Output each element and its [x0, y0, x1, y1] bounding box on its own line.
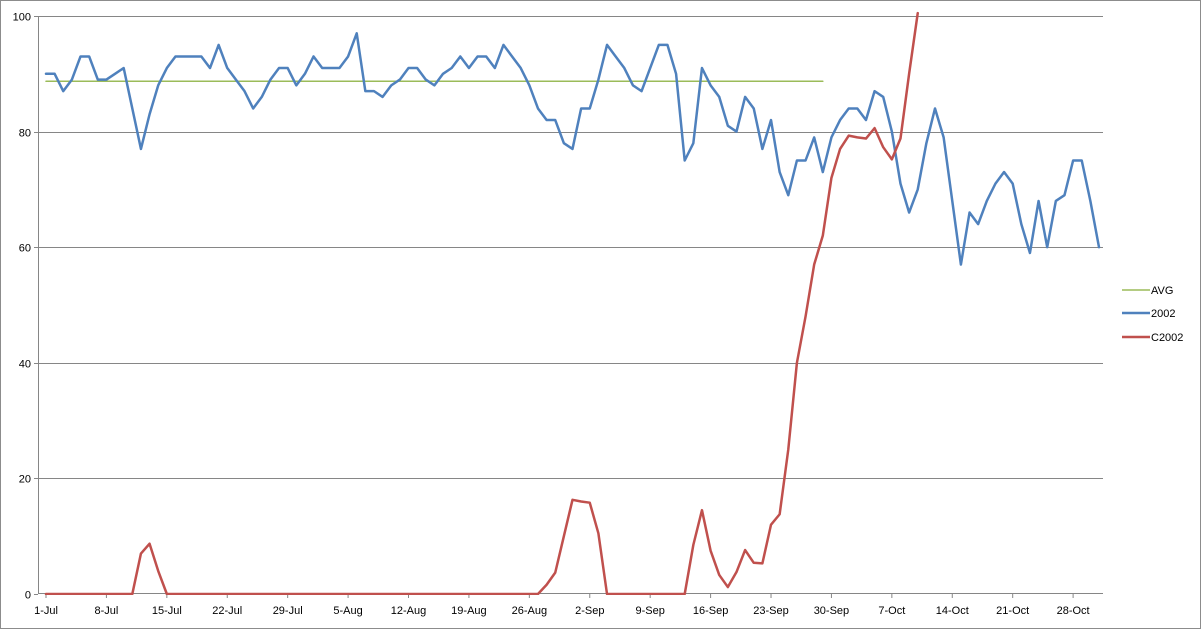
y-tick-label: 60	[19, 243, 31, 255]
x-axis-ticks: 1-Jul 8-Jul 15-Jul 22-Jul 29-Jul 5-Aug 12-Aug 1…	[34, 594, 1090, 617]
x-tick-label: 2-Sep	[575, 605, 604, 617]
gridlines	[38, 16, 1103, 479]
y-tick-label: 20	[19, 474, 31, 486]
y-axis-ticks: 0 20 40 60 80 100	[13, 12, 38, 602]
series-line-2002	[44, 32, 1101, 266]
y-tick-label: 100	[13, 12, 31, 24]
y-tick-label: 80	[19, 128, 31, 140]
x-tick-label: 22-Jul	[212, 605, 242, 617]
series-line-c2002	[44, 11, 919, 595]
x-tick-label: 30-Sep	[814, 605, 849, 617]
x-tick-label: 8-Jul	[94, 605, 118, 617]
series-lines	[44, 11, 1101, 595]
x-tick-label: 21-Oct	[996, 605, 1029, 617]
x-tick-label: 26-Aug	[512, 605, 547, 617]
legend-label-avg: AVG	[1151, 285, 1173, 297]
x-tick-label: 14-Oct	[936, 605, 969, 617]
legend-label-2002: 2002	[1151, 308, 1175, 320]
x-tick-label: 23-Sep	[753, 605, 788, 617]
x-tick-label: 12-Aug	[391, 605, 426, 617]
x-tick-label: 1-Jul	[34, 605, 58, 617]
x-tick-label: 29-Jul	[273, 605, 303, 617]
y-tick-label: 40	[19, 359, 31, 371]
legend-label-c2002: C2002	[1151, 332, 1183, 344]
x-tick-label: 16-Sep	[693, 605, 728, 617]
x-tick-label: 5-Aug	[333, 605, 362, 617]
y-tick-label: 0	[25, 590, 31, 602]
legend: AVG 2002 C2002	[1122, 285, 1183, 344]
x-tick-label: 15-Jul	[152, 605, 182, 617]
x-tick-label: 19-Aug	[451, 605, 486, 617]
x-tick-label: 9-Sep	[636, 605, 665, 617]
x-tick-label: 28-Oct	[1057, 605, 1090, 617]
x-tick-label: 7-Oct	[878, 605, 905, 617]
